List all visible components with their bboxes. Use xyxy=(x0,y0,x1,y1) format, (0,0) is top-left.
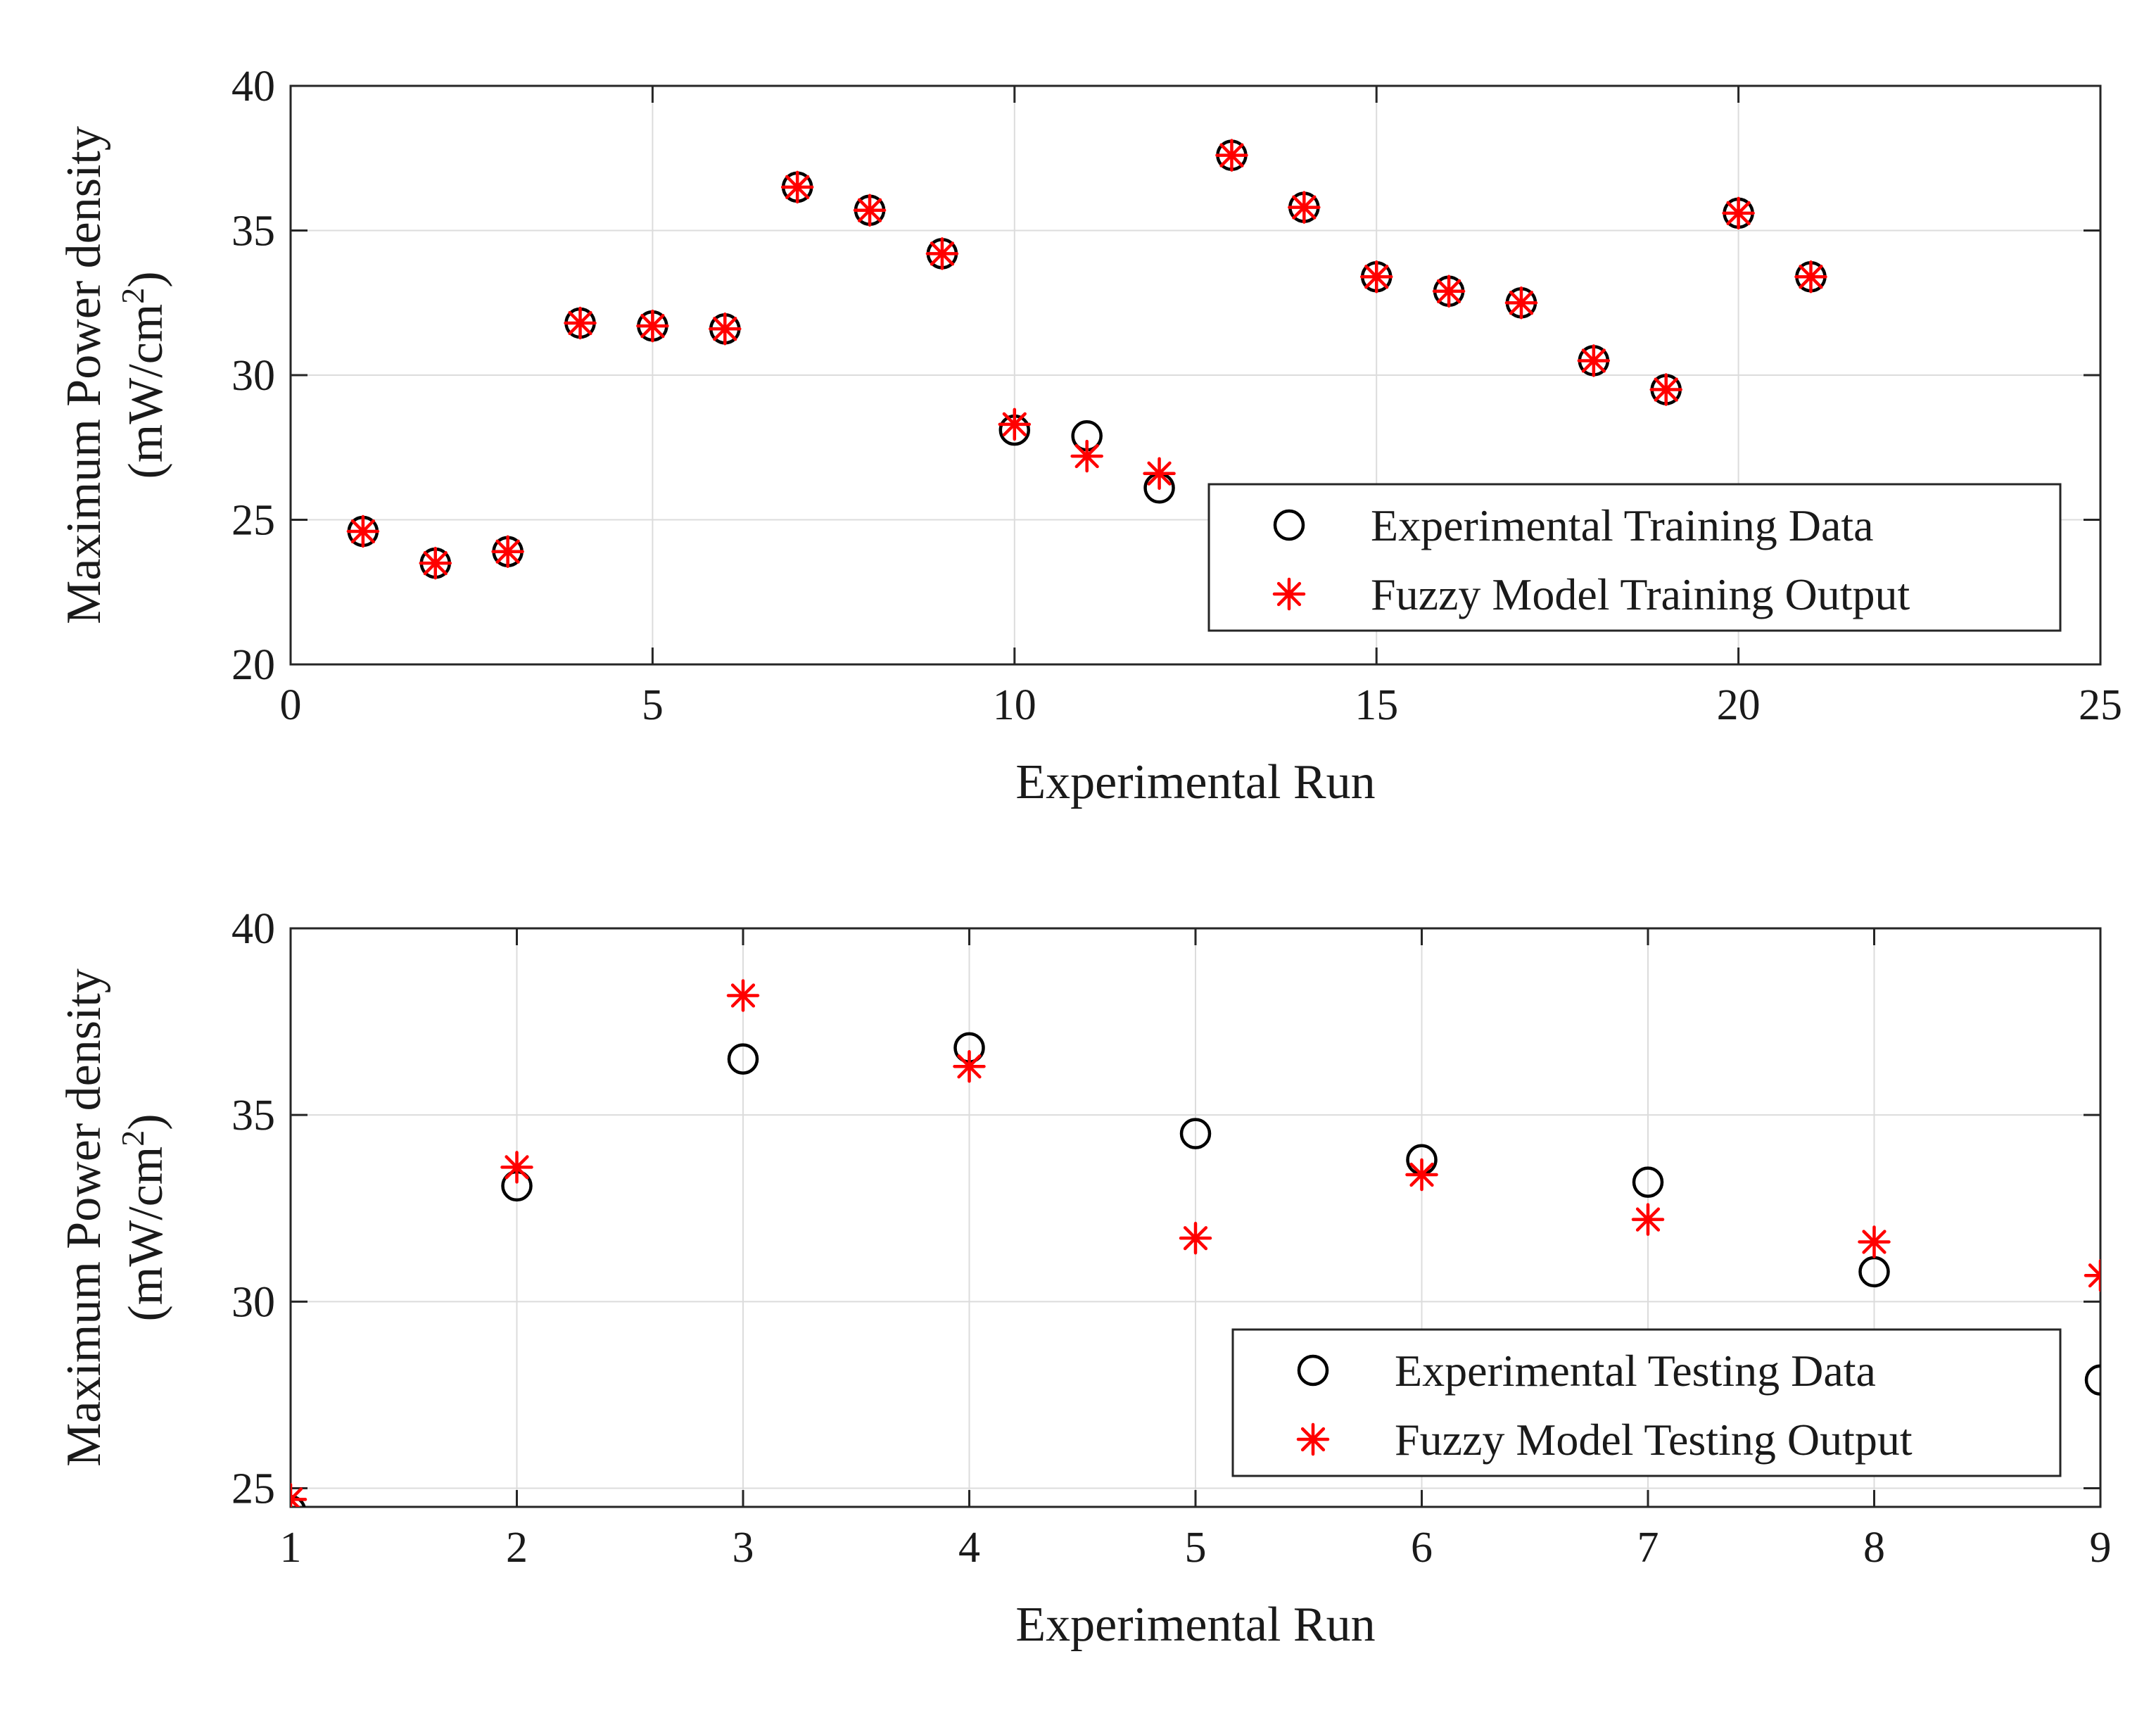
data-point-asterisk xyxy=(564,306,597,340)
data-point-asterisk xyxy=(1577,344,1611,377)
chart-panel-2: 1 2 3 4 5 6 7 8 9 25 30 35 40 Experimental Run Maximum… xyxy=(57,905,2112,1652)
x-tick-label: 10 xyxy=(993,681,1036,729)
data-point-circle xyxy=(2084,1364,2100,1396)
data-markers xyxy=(291,979,2100,1507)
data-point-asterisk xyxy=(1070,439,1103,473)
data-point-asterisk xyxy=(953,1049,986,1083)
data-point-circle xyxy=(727,1043,759,1075)
y-tick-label: 30 xyxy=(232,352,275,400)
x-tick-label: 0 xyxy=(280,681,302,729)
data-point-asterisk xyxy=(1504,286,1538,320)
x-axis-label: Experimental Run xyxy=(1015,1598,1375,1652)
x-tick-label: 6 xyxy=(1411,1524,1433,1572)
axes-frame xyxy=(289,84,2102,666)
x-tick-label: 7 xyxy=(1637,1524,1659,1572)
data-point-asterisk xyxy=(346,514,380,548)
x-tick-label: 8 xyxy=(1863,1524,1885,1572)
y-axis-label-line1: Maximum Power density xyxy=(57,968,111,1467)
legend-asterisk-marker xyxy=(1296,1422,1330,1456)
y-tick-label: 40 xyxy=(232,63,275,111)
data-point-asterisk xyxy=(853,194,887,227)
y-tick-label: 40 xyxy=(232,905,275,953)
x-tick-label: 15 xyxy=(1355,681,1398,729)
data-point-asterisk xyxy=(1215,139,1248,172)
y-tick-label: 35 xyxy=(232,1092,275,1139)
legend-label: Experimental Testing Data xyxy=(1395,1346,1876,1396)
legend-circle-marker xyxy=(1273,509,1305,541)
y-tick-label: 25 xyxy=(232,497,275,545)
x-tick-label: 9 xyxy=(2090,1524,2112,1572)
data-point-asterisk xyxy=(1359,260,1393,293)
chart-panel-1: 0 5 10 15 20 25 20 25 30 35 40 Experimental Run Maxi… xyxy=(57,63,2122,809)
axes-frame xyxy=(289,927,2102,1508)
data-point-asterisk xyxy=(1288,191,1321,224)
data-point-asterisk xyxy=(998,408,1032,441)
y-tick-label: 35 xyxy=(232,208,275,255)
data-point-asterisk xyxy=(2084,1258,2100,1292)
legend-label: Fuzzy Model Training Output xyxy=(1371,569,1910,619)
data-point-asterisk xyxy=(636,309,669,343)
legend-circle-marker xyxy=(1297,1354,1329,1387)
x-tick-label: 4 xyxy=(958,1524,980,1572)
x-tick-label: 5 xyxy=(1185,1524,1207,1572)
data-point-asterisk xyxy=(780,170,814,204)
data-point-asterisk xyxy=(726,979,760,1012)
y-axis-label-line1: Maximum Power density xyxy=(57,126,111,624)
data-point-asterisk xyxy=(1794,260,1827,293)
data-point-asterisk xyxy=(1179,1221,1212,1255)
data-point-asterisk xyxy=(500,1151,533,1184)
x-tick-label: 5 xyxy=(642,681,664,729)
legend-box xyxy=(1231,1328,2062,1477)
data-point-asterisk xyxy=(491,535,524,568)
y-axis-unit-superscript: 2 xyxy=(115,288,151,304)
legend-label: Experimental Training Data xyxy=(1371,500,1874,550)
y-axis-unit: (mW/cm xyxy=(119,1147,173,1322)
x-tick-label: 3 xyxy=(733,1524,754,1572)
data-point-asterisk xyxy=(1432,274,1466,308)
data-point-asterisk xyxy=(1143,457,1176,490)
y-axis-unit-close: ) xyxy=(119,271,173,287)
y-tick-label: 30 xyxy=(232,1278,275,1326)
x-axis-label: Experimental Run xyxy=(1015,755,1375,809)
x-tick-label: 1 xyxy=(280,1524,302,1572)
legend-asterisk-marker xyxy=(1272,577,1306,611)
x-tick-label: 20 xyxy=(1717,681,1761,729)
series-2 xyxy=(291,979,2100,1507)
data-point-asterisk xyxy=(1649,373,1682,406)
y-axis-unit-superscript: 2 xyxy=(115,1130,151,1147)
y-axis-label: Maximum Power density (mW/cm2) xyxy=(57,968,173,1467)
x-tick-label: 2 xyxy=(506,1524,528,1572)
y-axis-label-line2: (mW/cm2) xyxy=(115,1113,173,1321)
data-point-asterisk xyxy=(1631,1203,1665,1236)
data-markers xyxy=(346,139,1827,580)
y-tick-label: 25 xyxy=(232,1465,275,1513)
y-tick-label: 20 xyxy=(232,641,275,689)
series-2 xyxy=(346,139,1827,580)
y-axis-label-line2: (mW/cm2) xyxy=(115,271,173,479)
data-point-asterisk xyxy=(419,546,452,580)
data-point-circle xyxy=(1632,1166,1664,1198)
legend: Experimental Training Data Fuzzy Model Tr… xyxy=(1207,483,2062,632)
y-axis-label: Maximum Power density (mW/cm2) xyxy=(57,126,173,624)
data-point-circle xyxy=(1179,1118,1212,1149)
data-point-asterisk xyxy=(1722,196,1755,230)
data-point-asterisk xyxy=(291,1483,307,1507)
y-axis-unit: (mW/cm xyxy=(119,304,173,479)
data-point-asterisk xyxy=(1405,1158,1438,1192)
x-tick-label: 25 xyxy=(2079,681,2122,729)
data-point-asterisk xyxy=(709,312,742,346)
data-point-asterisk xyxy=(1858,1225,1891,1258)
legend-label: Fuzzy Model Testing Output xyxy=(1395,1415,1913,1465)
data-point-asterisk xyxy=(925,237,959,270)
y-axis-unit-close: ) xyxy=(119,1113,173,1130)
legend-box xyxy=(1207,483,2062,632)
legend: Experimental Testing Data Fuzzy Model Tes… xyxy=(1231,1328,2062,1477)
